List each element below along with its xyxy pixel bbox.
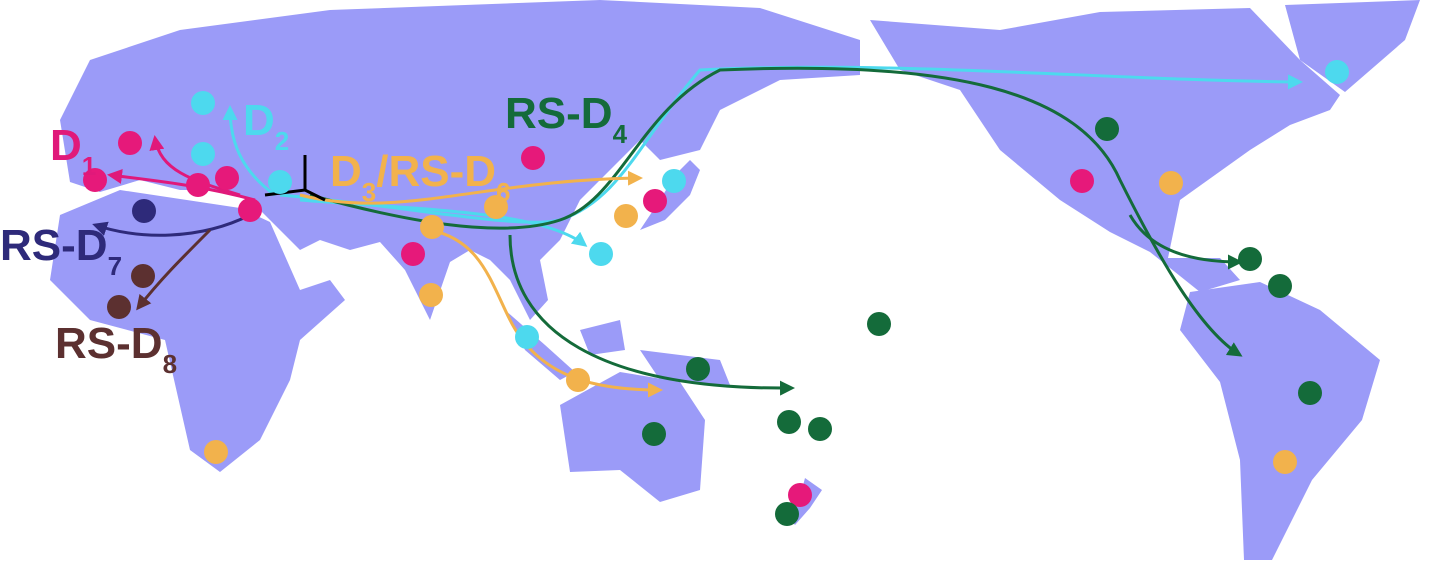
route	[149, 135, 241, 197]
site-dot	[83, 168, 107, 192]
site-dot	[107, 295, 131, 319]
eurasia	[60, 0, 860, 320]
label-text: /RS-D	[376, 147, 496, 196]
land	[50, 0, 1420, 560]
site-dot	[419, 283, 443, 307]
label-sub: 8	[163, 349, 177, 379]
site-dot	[268, 170, 292, 194]
site-dot	[1325, 60, 1349, 84]
route	[299, 170, 643, 205]
label-text: D	[243, 96, 275, 145]
site-dot	[662, 169, 686, 193]
islands	[505, 310, 730, 385]
site-dot	[1159, 171, 1183, 195]
route	[508, 234, 795, 396]
site-dot	[1095, 117, 1119, 141]
route	[1128, 214, 1243, 270]
label: D2	[243, 96, 289, 156]
site-dot	[1268, 274, 1292, 298]
site-dot	[808, 417, 832, 441]
site-dot	[215, 166, 239, 190]
label: RS-D8	[55, 319, 177, 379]
label-sub: 6	[496, 177, 510, 207]
site-dot	[204, 440, 228, 464]
label-sub: 3	[362, 177, 376, 207]
site-dot	[777, 410, 801, 434]
route	[309, 66, 1243, 357]
dots	[83, 60, 1349, 526]
site-dot	[515, 325, 539, 349]
label-text: RS-D	[55, 319, 163, 368]
route	[92, 213, 251, 237]
label: RS-D7	[0, 221, 122, 281]
south-america	[1180, 282, 1380, 560]
site-dot	[420, 215, 444, 239]
site-dot	[589, 242, 613, 266]
label: RS-D4	[505, 89, 628, 149]
site-dot	[775, 502, 799, 526]
site-dot	[643, 189, 667, 213]
site-dot	[118, 131, 142, 155]
route	[136, 228, 212, 311]
labels: D1 D2 RS-D4 D3/RS-D6 RS-D7 RS-D8	[0, 89, 628, 379]
label-sub: 1	[82, 151, 96, 181]
north-america	[870, 8, 1340, 292]
route	[222, 105, 276, 197]
label-text: D	[330, 147, 362, 196]
site-dot	[484, 195, 508, 219]
australia	[560, 372, 705, 502]
label-sub: 7	[108, 251, 122, 281]
label-text: D	[50, 121, 82, 170]
site-dot	[1298, 381, 1322, 405]
site-dot	[132, 199, 156, 223]
label: D1	[50, 121, 96, 181]
site-dot	[521, 146, 545, 170]
site-dot	[1273, 450, 1297, 474]
label-sub: 2	[275, 126, 289, 156]
site-dot	[642, 422, 666, 446]
site-dot	[1238, 247, 1262, 271]
site-dot	[131, 264, 155, 288]
routes	[92, 65, 1303, 398]
route	[429, 228, 663, 398]
site-dot	[401, 242, 425, 266]
site-dot	[867, 312, 891, 336]
site-dot	[614, 204, 638, 228]
site-dot	[1070, 169, 1094, 193]
site-dot	[186, 173, 210, 197]
africa	[50, 190, 345, 472]
site-dot	[238, 198, 262, 222]
site-dot	[788, 483, 812, 507]
site-dot	[686, 357, 710, 381]
site-dot	[191, 91, 215, 115]
label-text: RS-D	[0, 221, 108, 270]
label-sub: 4	[613, 119, 628, 149]
label-text: RS-D	[505, 89, 613, 138]
route	[279, 65, 1303, 224]
site-dot	[566, 368, 590, 392]
label: D3/RS-D6	[330, 147, 511, 207]
site-dot	[191, 142, 215, 166]
greenland	[1285, 0, 1420, 92]
